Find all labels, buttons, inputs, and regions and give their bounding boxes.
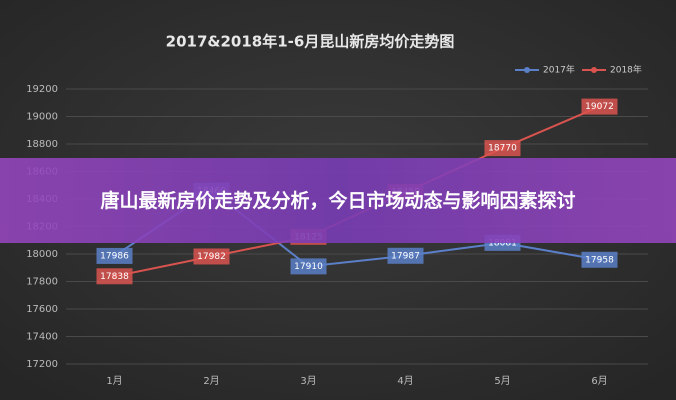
legend-label: 2018年	[610, 64, 642, 76]
data-label: 18770	[488, 144, 517, 154]
data-label-box	[96, 247, 133, 264]
data-label-box	[484, 140, 521, 157]
y-tick-label: 18000	[26, 249, 58, 260]
data-label-box	[581, 98, 618, 115]
data-label: 17987	[391, 251, 420, 261]
x-tick-label: 2月	[203, 375, 219, 387]
data-label: 17982	[197, 252, 226, 262]
data-label: 17986	[100, 251, 129, 261]
y-tick-label: 18800	[26, 139, 58, 150]
data-label: 17838	[100, 272, 129, 282]
y-tick-label: 19200	[26, 84, 58, 95]
x-tick-label: 1月	[106, 375, 122, 387]
legend-dot	[524, 67, 530, 73]
data-label: 17910	[294, 262, 323, 272]
y-tick-label: 19000	[26, 112, 58, 123]
x-tick-label: 3月	[300, 375, 316, 387]
data-label-box	[387, 247, 424, 264]
banner: 唐山最新房价走势及分析，今日市场动态与影响因素探讨	[0, 158, 676, 243]
data-label: 19072	[585, 102, 614, 112]
y-tick-label: 17400	[26, 332, 58, 343]
legend-label: 2017年	[543, 64, 575, 76]
data-label: 17958	[585, 255, 614, 265]
y-tick-label: 17200	[26, 359, 58, 370]
x-tick-label: 5月	[494, 375, 510, 387]
data-label: 18081	[488, 238, 517, 248]
x-tick-label: 4月	[397, 375, 413, 387]
x-tick-label: 6月	[591, 375, 607, 387]
data-label-box	[290, 258, 327, 275]
y-tick-label: 17800	[26, 277, 58, 288]
chart-title: 2017&2018年1-6月昆山新房均价走势图	[166, 33, 455, 51]
data-label-box	[96, 268, 133, 285]
data-label-box	[193, 248, 230, 265]
data-label-box	[581, 251, 618, 268]
legend-dot	[591, 67, 597, 73]
y-tick-label: 17600	[26, 304, 58, 315]
